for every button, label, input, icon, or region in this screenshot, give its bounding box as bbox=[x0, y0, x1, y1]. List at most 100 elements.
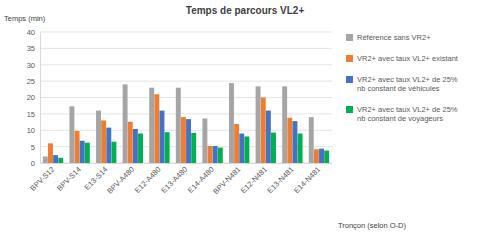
bar bbox=[53, 155, 58, 163]
bar bbox=[138, 134, 143, 163]
bar bbox=[75, 131, 80, 163]
x-tick: E14-N481 bbox=[292, 165, 322, 195]
y-tick-label: 0 bbox=[31, 159, 35, 168]
bar bbox=[80, 141, 85, 163]
legend-item: Référence sans VR2+ bbox=[346, 33, 431, 42]
grid bbox=[40, 32, 332, 163]
series-bars bbox=[58, 132, 329, 163]
bar bbox=[271, 133, 276, 163]
x-axis: BPV-S12BPV-S14E13-S14BPV-A480E12-A480E13… bbox=[28, 164, 332, 197]
chart: 0 5 10 15 20 25 30 35 40 BPV-S12BPV-S14E13-S14BPV… bbox=[0, 0, 480, 243]
bar bbox=[266, 111, 271, 163]
legend-swatch bbox=[346, 76, 353, 83]
bar bbox=[314, 149, 319, 163]
y-tick: 10 bbox=[27, 126, 40, 135]
y-tick: 0 bbox=[31, 159, 40, 168]
bars bbox=[43, 83, 329, 163]
bar bbox=[256, 86, 261, 163]
bar bbox=[282, 86, 287, 163]
series-bars bbox=[53, 111, 324, 163]
bar bbox=[149, 88, 154, 163]
x-tick: E12-A480 bbox=[133, 165, 163, 195]
legend-swatch bbox=[346, 34, 353, 41]
bar bbox=[69, 106, 74, 163]
bar bbox=[202, 118, 207, 163]
legend-label: VR2+ avec taux VL2+ de 25% nb constant d… bbox=[357, 105, 460, 123]
y-axis-title: Temps (min) bbox=[4, 14, 46, 23]
bar bbox=[261, 98, 266, 164]
y-axis: 0 5 10 15 20 25 30 35 40 bbox=[27, 28, 41, 168]
bar bbox=[239, 134, 244, 163]
y-tick-label: 5 bbox=[31, 143, 35, 152]
bar bbox=[160, 111, 165, 163]
legend-item: VR2+ avec taux VL2+ existant bbox=[346, 54, 459, 63]
bar bbox=[229, 83, 234, 163]
x-tick-label: E12-N481 bbox=[239, 165, 269, 195]
bar bbox=[106, 128, 111, 163]
x-tick: BPV-S14 bbox=[55, 165, 83, 193]
y-tick: 30 bbox=[27, 61, 40, 70]
bar bbox=[181, 117, 186, 163]
x-tick-label: BPV-S14 bbox=[55, 165, 83, 193]
bar bbox=[213, 146, 218, 163]
bar bbox=[244, 136, 249, 163]
y-tick-label: 25 bbox=[27, 77, 35, 86]
bar bbox=[218, 148, 223, 163]
x-axis-title: Tronçon (selon O-D) bbox=[338, 221, 407, 230]
bar bbox=[58, 158, 63, 163]
bar bbox=[191, 133, 196, 163]
bar bbox=[96, 111, 101, 163]
y-tick-label: 40 bbox=[27, 28, 35, 37]
bar bbox=[165, 132, 170, 163]
legend: Référence sans VR2+ VR2+ avec taux VL2+ e… bbox=[346, 33, 460, 123]
grid-line bbox=[40, 97, 332, 98]
bar bbox=[154, 94, 159, 163]
x-tick-label: E12-A480 bbox=[133, 165, 163, 195]
y-tick: 35 bbox=[27, 44, 40, 53]
x-tick-label: BPV-A480 bbox=[105, 165, 136, 196]
bar bbox=[324, 151, 329, 163]
grid-line bbox=[40, 113, 332, 114]
x-tick: BPV-A480 bbox=[105, 165, 136, 196]
y-tick-label: 10 bbox=[27, 126, 35, 135]
bar bbox=[123, 84, 128, 163]
bar bbox=[128, 122, 133, 163]
legend-label: Référence sans VR2+ bbox=[357, 33, 431, 42]
x-tick-label: E14-N481 bbox=[292, 165, 322, 195]
y-tick: 40 bbox=[27, 28, 40, 37]
title: Temps de parcours VL2+ bbox=[186, 5, 305, 16]
x-tick-label: E13-N481 bbox=[265, 165, 295, 195]
legend-swatch bbox=[346, 106, 353, 113]
bar bbox=[234, 124, 239, 163]
legend-item: VR2+ avec taux VL2+ de 25% nb constant d… bbox=[346, 105, 460, 123]
bar bbox=[111, 142, 116, 163]
y-tick-label: 15 bbox=[27, 110, 35, 119]
x-tick-label: BPV-N481 bbox=[211, 165, 242, 196]
x-tick-label: E13-A480 bbox=[159, 165, 189, 195]
legend-label: VR2+ avec taux VL2+ existant bbox=[357, 54, 459, 63]
legend-label: VR2+ avec taux VL2+ de 25% nb constant d… bbox=[357, 75, 460, 93]
bar bbox=[133, 129, 138, 163]
bar bbox=[309, 117, 314, 163]
bar bbox=[208, 146, 213, 163]
x-axis-line bbox=[41, 163, 333, 164]
y-axis-line bbox=[40, 33, 41, 164]
series-bars bbox=[43, 83, 314, 163]
legend-swatch bbox=[346, 55, 353, 62]
legend-item: VR2+ avec taux VL2+ de 25% nb constant d… bbox=[346, 75, 460, 93]
x-tick-label: BPV-S12 bbox=[28, 165, 56, 193]
bar bbox=[43, 156, 48, 163]
grid-line bbox=[40, 32, 332, 33]
y-tick-label: 35 bbox=[27, 44, 35, 53]
bar bbox=[292, 121, 297, 163]
series-bars bbox=[48, 94, 319, 163]
y-tick: 20 bbox=[27, 93, 40, 102]
y-tick-label: 30 bbox=[27, 61, 35, 70]
grid-line bbox=[40, 64, 332, 65]
x-tick: E12-N481 bbox=[239, 165, 269, 195]
bar bbox=[287, 118, 292, 163]
bar bbox=[186, 119, 191, 163]
x-tick: E13-N481 bbox=[265, 165, 295, 195]
bar bbox=[298, 134, 303, 163]
bar bbox=[101, 120, 106, 163]
